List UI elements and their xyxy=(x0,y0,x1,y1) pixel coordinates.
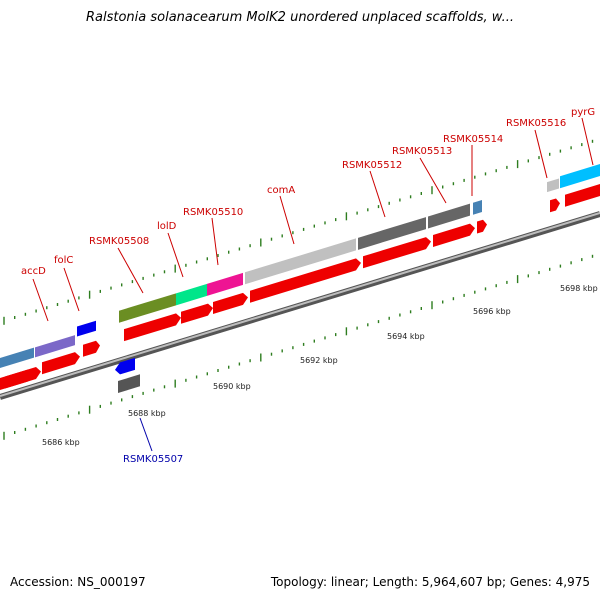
feature-track-genes xyxy=(0,162,600,368)
gene-block-rsmk05512[interactable] xyxy=(358,217,426,250)
scale-label: 5690 kbp xyxy=(213,382,251,391)
cds-arrow[interactable] xyxy=(250,257,361,303)
leader-line xyxy=(419,157,447,204)
gene-block-rsmk05508[interactable] xyxy=(119,293,176,323)
accession-text: Accession: NS_000197 xyxy=(10,575,146,589)
label-leaders xyxy=(32,117,594,322)
gene-block-rsmk05507[interactable] xyxy=(118,374,140,394)
gene-label-coma[interactable]: comA xyxy=(267,185,295,196)
gene-labels: accD folC RSMK05508 lolD RSMK05510 comA … xyxy=(21,107,595,277)
gene-label-accd[interactable]: accD xyxy=(21,266,46,277)
gene-block-accd[interactable] xyxy=(35,335,75,358)
feature-track-cds xyxy=(0,182,600,390)
gene-block-prev[interactable] xyxy=(0,347,34,368)
scale-label: 5692 kbp xyxy=(300,356,338,365)
cds-arrow[interactable] xyxy=(363,236,431,269)
upper-tick-row xyxy=(3,139,594,325)
leader-line xyxy=(167,232,184,278)
gene-label-folc[interactable]: folC xyxy=(54,255,73,266)
cds-arrow[interactable] xyxy=(83,340,100,357)
leader-line xyxy=(32,278,49,322)
gene-label-lold[interactable]: lolD xyxy=(157,221,177,232)
gene-label-rsmk05513[interactable]: RSMK05513 xyxy=(392,146,452,157)
gene-block-rsmk05510[interactable] xyxy=(207,272,243,296)
cds-arrow[interactable] xyxy=(213,291,248,315)
lower-tick-row xyxy=(3,254,594,440)
scale-labels: 5686 kbp 5688 kbp 5690 kbp 5692 kbp 5694… xyxy=(42,284,598,447)
cds-arrow[interactable] xyxy=(433,222,475,247)
gene-label-pyrg[interactable]: pyrG xyxy=(571,107,595,118)
gene-block-rsmk05514[interactable] xyxy=(473,200,482,215)
cds-arrow[interactable] xyxy=(181,302,213,324)
scale-label: 5694 kbp xyxy=(387,332,425,341)
gene-block-rsmk05513[interactable] xyxy=(428,203,470,229)
cds-arrow[interactable] xyxy=(477,218,487,234)
scale-label: 5688 kbp xyxy=(128,409,166,418)
map-title: Ralstonia solanacearum MolK2 unordered u… xyxy=(85,10,514,25)
leader-line xyxy=(117,247,144,294)
gene-label-rsmk05507[interactable]: RSMK05507 xyxy=(123,454,183,465)
reverse-strand-genes xyxy=(115,357,140,394)
cds-arrow[interactable] xyxy=(42,351,80,375)
gene-label-rsmk05510[interactable]: RSMK05510 xyxy=(183,207,243,218)
gene-block-coma[interactable] xyxy=(245,238,356,285)
gene-block-lold[interactable] xyxy=(176,283,207,306)
cds-arrow[interactable] xyxy=(124,312,181,342)
gene-block-rsmk05516[interactable] xyxy=(547,178,559,193)
cds-arrow[interactable] xyxy=(550,197,560,213)
topology-text: Topology: linear; Length: 5,964,607 bp; … xyxy=(270,575,590,589)
scale-label: 5698 kbp xyxy=(560,284,598,293)
genome-backbone-highlight xyxy=(0,212,600,397)
gene-label-rsmk05508[interactable]: RSMK05508 xyxy=(89,236,149,247)
cds-arrow[interactable] xyxy=(565,182,600,207)
gene-label-rsmk05512[interactable]: RSMK05512 xyxy=(342,160,402,171)
leader-line xyxy=(211,217,219,266)
scale-label: 5696 kbp xyxy=(473,307,511,316)
gene-block-reverse-blue[interactable] xyxy=(115,357,135,376)
leader-line xyxy=(534,129,548,179)
leader-line-blue xyxy=(139,417,153,452)
cds-arrow[interactable] xyxy=(5,365,41,389)
scale-label: 5686 kbp xyxy=(42,438,80,447)
gene-block-pyrg[interactable] xyxy=(560,162,600,189)
gene-label-rsmk05516[interactable]: RSMK05516 xyxy=(506,118,566,129)
leader-line xyxy=(581,117,594,166)
leader-line xyxy=(369,170,386,218)
leader-line xyxy=(279,195,295,245)
leader-line xyxy=(63,267,80,312)
gene-block-folc[interactable] xyxy=(77,320,96,337)
gene-label-rsmk05514[interactable]: RSMK05514 xyxy=(443,134,503,145)
